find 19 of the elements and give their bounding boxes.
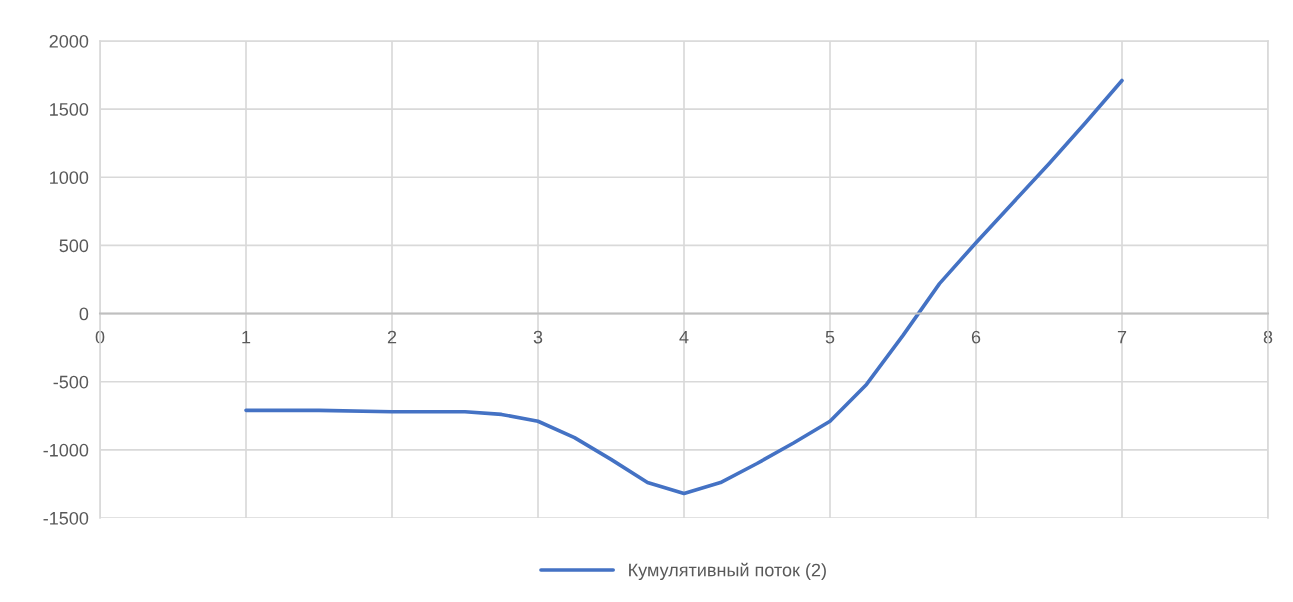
line-series (244, 78, 1124, 496)
y-tick-label: 2000 (49, 34, 89, 48)
x-tick-label: 7 (1117, 330, 1127, 344)
legend-label: Кумулятивный поток (2) (629, 562, 826, 581)
y-tick-label: -1500 (43, 511, 89, 525)
y-tick-label: 0 (79, 307, 89, 321)
x-tick-label: 0 (95, 330, 105, 344)
x-tick-label: 2 (387, 330, 397, 344)
y-tick-label: 500 (59, 239, 89, 253)
y-tick-label: -500 (53, 375, 89, 389)
x-tick-label: 1 (242, 330, 251, 344)
y-tick-label: 1000 (50, 171, 89, 185)
y-tick-label: 1500 (50, 103, 89, 116)
x-tick-label: 4 (679, 330, 689, 344)
x-tick-label: 8 (1263, 330, 1273, 344)
x-tick-label: 5 (825, 330, 835, 344)
y-tick-label: -1000 (43, 443, 89, 457)
x-tick-label: 3 (533, 330, 543, 344)
x-tick-label: 6 (971, 330, 981, 344)
